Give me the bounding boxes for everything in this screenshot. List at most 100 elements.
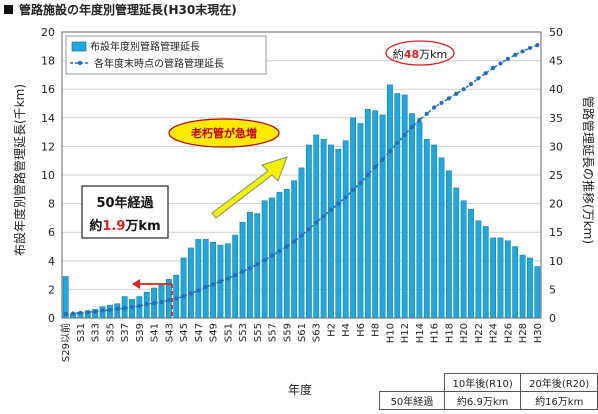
x-tick-label: S63 xyxy=(312,323,323,342)
y2-tick-label: 35 xyxy=(549,112,563,125)
bar xyxy=(202,239,209,319)
bar xyxy=(387,84,393,319)
y-tick-label: 4 xyxy=(48,255,55,268)
line-series xyxy=(63,43,540,317)
x-tick-label: H16 xyxy=(430,323,441,343)
x-tick-label: H12 xyxy=(400,323,411,343)
summary-header-10y: 10年後(R10) xyxy=(443,373,522,392)
bar xyxy=(401,94,408,319)
line-point xyxy=(314,220,319,225)
fifty-years-value: 1.9 xyxy=(102,219,125,234)
x-tick-label: H2 xyxy=(326,323,337,337)
y2-tick-label: 0 xyxy=(549,312,556,325)
bar xyxy=(512,246,519,319)
bar xyxy=(497,237,504,319)
line-point xyxy=(358,180,363,186)
x-tick-label: S35 xyxy=(105,323,116,342)
y2-tick-label: 15 xyxy=(549,226,563,239)
bar-series xyxy=(62,84,541,319)
line-point xyxy=(527,45,533,51)
legend-line-marker xyxy=(77,60,83,66)
summary-data-row: 50年経過 約6.9万km 約16万km xyxy=(379,391,598,410)
bar xyxy=(195,239,202,319)
x-tick-label: S55 xyxy=(253,323,264,342)
total-callout: 約48万km xyxy=(385,40,455,66)
y2-tick-label: 20 xyxy=(549,198,563,211)
summary-value-20y: 約16万km xyxy=(520,391,598,410)
total-value: 48 xyxy=(404,48,419,61)
line-point xyxy=(350,187,356,192)
y-tick-label: 8 xyxy=(48,198,55,211)
x-tick-label: H30 xyxy=(533,323,544,343)
line-point xyxy=(85,310,90,315)
fifty-years-title: 50年経過 xyxy=(96,195,154,211)
line-point xyxy=(93,309,98,314)
y-tick-label: 20 xyxy=(41,26,55,39)
x-tick-label: S41 xyxy=(150,323,161,342)
bar xyxy=(445,170,452,319)
bar xyxy=(276,191,283,319)
line-point xyxy=(373,164,378,170)
line-point xyxy=(284,244,289,249)
bar xyxy=(350,117,356,319)
x-tick-label: H10 xyxy=(385,323,396,343)
bar xyxy=(482,226,489,319)
line-point xyxy=(277,248,282,254)
bar xyxy=(504,240,511,319)
summary-corner xyxy=(379,373,445,392)
x-tick-label: H8 xyxy=(371,323,382,337)
legend: 布設年度別管路管理延長 各年度末時点の管路管理延長 xyxy=(65,35,267,75)
line-point xyxy=(218,279,223,284)
bar xyxy=(453,187,460,319)
x-tick-label: S43 xyxy=(164,323,175,342)
bar xyxy=(468,209,474,319)
line-point xyxy=(63,311,68,317)
line-point xyxy=(461,87,466,92)
line-point xyxy=(424,111,429,116)
summary-value-10y: 約6.9万km xyxy=(443,391,522,410)
bar xyxy=(460,200,467,319)
line-point xyxy=(196,288,201,293)
x-tick-label: S51 xyxy=(223,323,234,342)
x-tick-label: S47 xyxy=(194,323,205,342)
bar xyxy=(305,144,312,319)
line-point xyxy=(129,305,135,310)
line-point xyxy=(78,310,83,315)
x-tick-label: H4 xyxy=(341,323,352,337)
y-tick-label: 16 xyxy=(41,83,55,96)
line-point xyxy=(159,299,164,305)
line-point xyxy=(306,227,311,232)
line-point xyxy=(483,71,488,76)
fifty-years-prefix: 約 xyxy=(89,218,102,234)
line-point xyxy=(535,43,540,48)
bar xyxy=(210,241,216,319)
line-point xyxy=(144,302,149,307)
line-point xyxy=(439,100,444,106)
line-point xyxy=(505,56,510,61)
bar xyxy=(291,180,298,319)
x-tick-label: S45 xyxy=(179,323,190,342)
y2-tick-label: 5 xyxy=(549,283,556,296)
right-y-ticks: 0 5 10 15 20 25 30 35 40 45 50 xyxy=(549,26,563,325)
fifty-years-suffix: 万km xyxy=(124,219,160,234)
left-y-ticks: 0 2 4 6 8 10 12 14 16 18 20 xyxy=(41,26,55,325)
bar xyxy=(357,123,364,319)
line-point xyxy=(395,140,400,146)
y2-tick-label: 25 xyxy=(549,169,563,182)
x-tick-label: S29以前 xyxy=(59,323,72,362)
line-point xyxy=(336,201,341,206)
line-point xyxy=(520,49,525,54)
line-point xyxy=(343,195,348,200)
x-tick-label: S57 xyxy=(268,323,279,342)
bar xyxy=(394,93,401,319)
line-point xyxy=(255,262,260,267)
line-point xyxy=(152,301,157,306)
line-point xyxy=(247,266,253,271)
bar xyxy=(62,276,69,319)
y-tick-label: 0 xyxy=(48,312,55,325)
line-point xyxy=(269,253,275,258)
callout-ellipse xyxy=(168,118,280,148)
line-point xyxy=(262,258,267,263)
total-prefix: 約 xyxy=(393,47,404,61)
